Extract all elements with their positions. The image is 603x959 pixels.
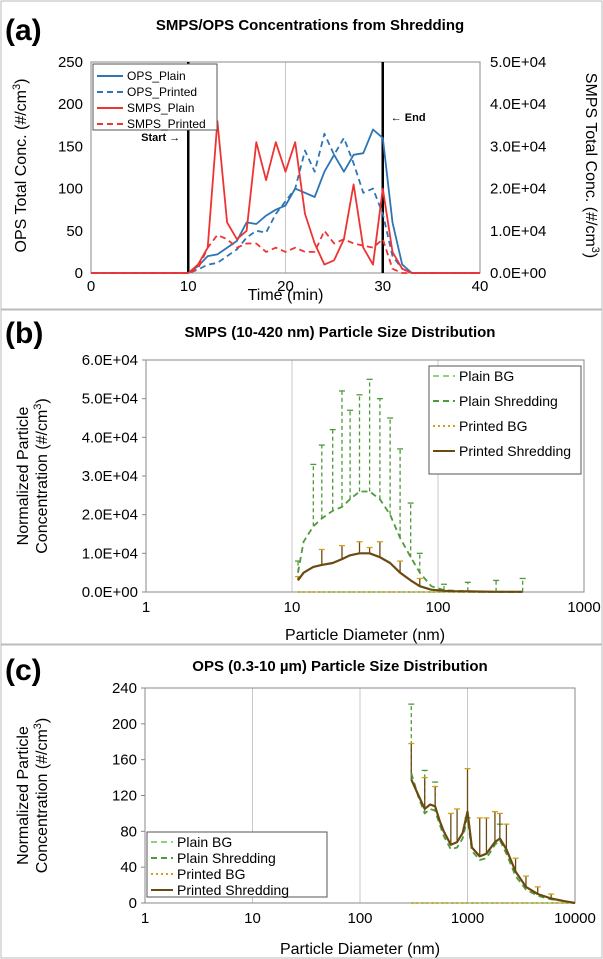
x-axis-label: Time (min) — [248, 287, 324, 304]
y-left-axis-label: OPS Total Conc. (#/cm3) — [11, 79, 30, 253]
panel-c-title: OPS (0.3-10 µm) Particle Size Distributi… — [192, 658, 487, 675]
legend-label: Printed BG — [459, 418, 527, 434]
y-right-tick-label: 4.0E+04 — [490, 96, 546, 113]
legend-label: SMPS_Printed — [127, 117, 206, 131]
series-line-plain-shredding — [410, 772, 576, 904]
legend-box — [146, 831, 328, 898]
legend-label: Printed Shredding — [177, 882, 289, 898]
y-left-tick-label: 150 — [58, 138, 83, 155]
y-tick-label: 0 — [129, 895, 137, 912]
series-line-printed-shredding — [410, 778, 576, 905]
legend-label: Printed BG — [177, 866, 245, 882]
y-axis-label-line2: Concentration (#/cm3) — [32, 398, 51, 554]
x-tick-label: 10000 — [554, 910, 596, 927]
y-tick-label: 80 — [120, 823, 137, 840]
y-right-tick-label: 5.0E+04 — [490, 54, 546, 71]
x-tick-label: 1000 — [451, 910, 484, 927]
end-annotation: ← End — [391, 112, 426, 124]
legend-label: Plain Shredding — [459, 393, 558, 409]
y-tick-label: 40 — [120, 859, 137, 876]
series-line-ops-printed — [91, 132, 480, 274]
x-tick-label: 20 — [277, 278, 294, 295]
y-tick-label: 4.0E+04 — [82, 429, 138, 446]
y-axis-label-line2: Concentration (#/cm3) — [32, 718, 51, 874]
y-right-tick-label: 1.0E+04 — [490, 223, 546, 240]
y-tick-label: 3.0E+04 — [82, 468, 138, 485]
y-right-axis-label: SMPS Total Conc. (#/cm3) — [582, 73, 601, 258]
x-tick-label: 30 — [374, 278, 391, 295]
y-left-tick-label: 50 — [66, 223, 83, 240]
plot-area — [90, 61, 481, 274]
legend-label: OPS_Printed — [127, 85, 197, 99]
chart-c: 1 10 100 1000 10000 0 40 80 120 160 200 240 Plain BG… — [15, 680, 596, 958]
legend-label: Printed Shredding — [459, 443, 571, 459]
x-axis-label: Particle Diameter (nm) — [280, 941, 440, 958]
x-tick-label: 1 — [141, 910, 149, 927]
x-tick-label: 1 — [142, 599, 150, 616]
series-line-plain-shredding — [297, 490, 523, 593]
y-tick-label: 120 — [112, 788, 137, 805]
y-left-tick-label: 200 — [58, 96, 83, 113]
y-tick-label: 0.0E+00 — [82, 584, 138, 601]
x-tick-label: 10 — [284, 599, 301, 616]
y-tick-label: 2.0E+04 — [82, 507, 138, 524]
panel-c-letter: (c) — [5, 654, 42, 687]
y-tick-label: 5.0E+04 — [82, 391, 138, 408]
y-left-tick-label: 0 — [75, 265, 83, 282]
panel-a-title: SMPS/OPS Concentrations from Shredding — [156, 17, 464, 34]
legend-box — [428, 365, 582, 475]
panel-c-frame — [0, 644, 603, 959]
y-left-tick-label: 250 — [58, 54, 83, 71]
x-tick-label: 10 — [180, 278, 197, 295]
y-left-tick-label: 100 — [58, 181, 83, 198]
panel-a-frame — [0, 0, 603, 310]
y-right-tick-label: 3.0E+04 — [490, 138, 546, 155]
y-tick-label: 6.0E+04 — [82, 352, 138, 369]
chart-a: 0 10 20 30 40 0 50 100 150 200 250 0.0E+00 1.0E+04 2.… — [11, 54, 601, 304]
x-tick-label: 0 — [87, 278, 95, 295]
y-tick-label: 200 — [112, 716, 137, 733]
y-axis-label-line1: Normalized Particle — [15, 407, 32, 546]
start-annotation: Start → — [141, 132, 180, 144]
series-line-ops-plain — [91, 128, 480, 274]
legend-label: SMPS_Plain — [127, 101, 194, 115]
x-tick-label: 1000 — [567, 599, 600, 616]
y-axis-label-line1: Normalized Particle — [15, 726, 32, 865]
x-tick-label: 100 — [347, 910, 372, 927]
legend-label: Plain BG — [177, 834, 232, 850]
panel-b-letter: (b) — [5, 317, 43, 350]
y-tick-label: 240 — [112, 680, 137, 697]
y-right-tick-label: 0.0E+00 — [490, 265, 546, 282]
panel-a-letter: (a) — [5, 14, 42, 47]
x-tick-label: 100 — [425, 599, 450, 616]
chart-b: 1 10 100 1000 0.0E+00 1.0E+04 2.0E+04 3.0E+04 4.… — [15, 352, 601, 644]
legend-label: Plain Shredding — [177, 850, 276, 866]
panel-b-title: SMPS (10-420 nm) Particle Size Distribut… — [185, 324, 496, 341]
legend-label: Plain BG — [459, 368, 514, 384]
series-line-smps-plain — [91, 120, 480, 274]
legend-label: OPS_Plain — [127, 69, 186, 83]
y-right-tick-label: 2.0E+04 — [490, 181, 546, 198]
y-tick-label: 1.0E+04 — [82, 545, 138, 562]
series-line-printed-shredding — [297, 552, 523, 593]
y-tick-label: 160 — [112, 752, 137, 769]
x-tick-label: 40 — [472, 278, 489, 295]
series-line-smps-printed — [91, 229, 480, 274]
x-axis-label: Particle Diameter (nm) — [285, 627, 445, 644]
x-tick-label: 10 — [244, 910, 261, 927]
